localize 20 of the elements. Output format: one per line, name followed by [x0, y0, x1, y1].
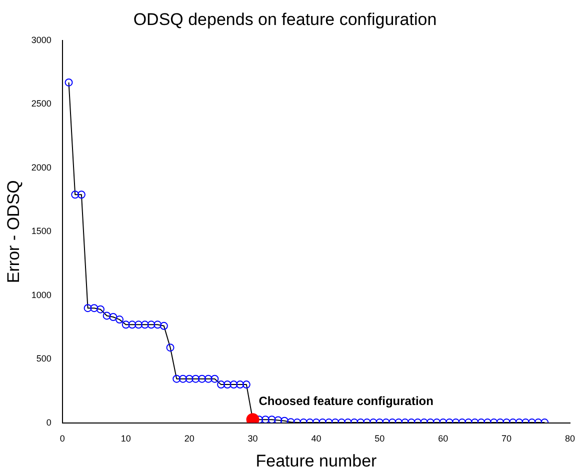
y-tick-label: 2500 — [31, 98, 52, 109]
y-axis-title: Error - ODSQ — [4, 180, 23, 284]
y-tick-label: 1500 — [31, 226, 52, 236]
y-tick-label: 3000 — [31, 34, 52, 45]
x-tick-label: 80 — [564, 434, 576, 444]
x-axis-title: Feature number — [256, 451, 378, 470]
chart-title: ODSQ depends on feature configuration — [133, 10, 437, 29]
x-tick-label: 50 — [374, 434, 385, 444]
x-tick-label: 0 — [60, 434, 65, 444]
y-tick-label: 1000 — [31, 290, 52, 300]
x-tick-label: 60 — [438, 434, 448, 444]
x-tick-label: 30 — [248, 434, 258, 444]
y-tick-label: 500 — [36, 354, 52, 364]
x-tick-label: 70 — [502, 434, 512, 444]
y-tick-label: 2000 — [31, 162, 52, 172]
x-tick-label: 20 — [184, 434, 194, 444]
annotation: Choosed feature configuration — [258, 394, 434, 408]
x-tick-label: 40 — [311, 434, 322, 444]
y-tick-label: 0 — [46, 417, 52, 428]
x-tick-label: 10 — [120, 434, 131, 444]
